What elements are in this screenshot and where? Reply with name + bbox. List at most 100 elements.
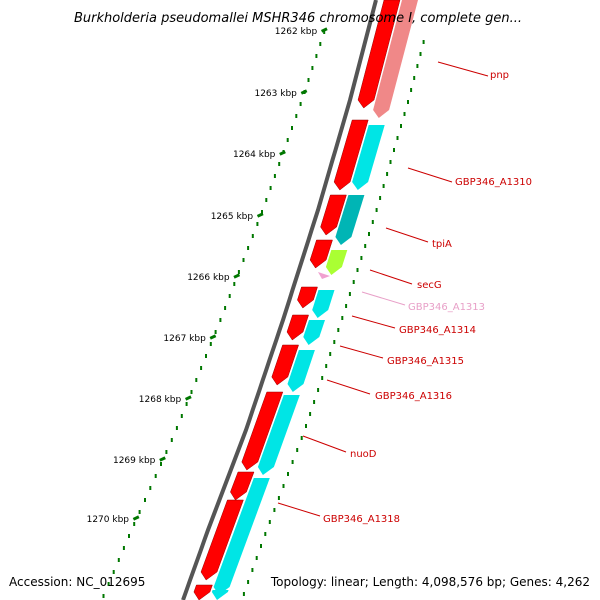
ruler-dot (200, 366, 203, 370)
gene-callout-line (437, 61, 489, 77)
gene-label: nuoD (350, 449, 377, 460)
feature-track-dot (242, 592, 245, 596)
ruler-tick-label: 1265 kbp (211, 212, 254, 222)
feature-track-dot (296, 448, 299, 452)
gene-label: pnp (490, 70, 509, 81)
ruler-dot (311, 66, 314, 70)
ruler-tick-label: 1263 kbp (254, 89, 297, 99)
ruler-dot (247, 246, 250, 250)
ruler-dot (154, 474, 157, 478)
feature-track-dot (341, 316, 344, 320)
ruler-dot (190, 390, 193, 394)
gene-callout-line (369, 269, 413, 285)
gene-feature (333, 119, 369, 191)
ruler-dot (102, 594, 105, 598)
feature-track-dot (375, 208, 378, 212)
ruler-track (102, 30, 425, 598)
ruler-dot (228, 294, 231, 298)
gene-callouts: pnp GBP346_A1310 tpiA secG GBP346_A1313 GBP34… (277, 61, 532, 525)
feature-track-dot (260, 544, 262, 548)
ruler-dot (315, 54, 318, 58)
ruler-tick-label: 1266 kbp (187, 273, 230, 283)
ruler-dot (175, 426, 178, 430)
gene-callout-line (361, 291, 406, 306)
accession-label: Accession: NC_012695 (9, 575, 145, 589)
ruler-dot (261, 210, 263, 214)
gene-label: GBP346_A1318 (323, 514, 400, 525)
feature-track-dot (309, 412, 312, 416)
gene-feature (257, 395, 300, 475)
feature-track-dot (337, 328, 340, 332)
ruler-dot (160, 462, 162, 466)
ruler-tick-mark (159, 456, 166, 462)
ruler-dot (170, 438, 173, 442)
feature-track-dot (251, 568, 254, 572)
feature-track-dot (393, 148, 395, 152)
feature-track-dot (416, 64, 419, 68)
ruler-tick-label: 1264 kbp (233, 150, 276, 160)
gene-feature-small (318, 272, 330, 279)
gene-label: GBP346_A1313 (408, 302, 485, 313)
ruler-tick-mark (132, 515, 140, 521)
ruler-tick-label: 1267 kbp (163, 334, 206, 344)
backbone-track (181, 0, 378, 600)
feature-track-dot (396, 136, 399, 140)
feature-track-dot (300, 436, 303, 440)
ruler-dot (205, 354, 207, 358)
feature-tracks (193, 0, 418, 600)
ruler-dot (251, 234, 254, 238)
ruler-dot (273, 174, 276, 178)
feature-track-dot (321, 376, 324, 380)
feature-track-dot (386, 172, 389, 176)
ruler-dot (180, 414, 183, 418)
ruler-dot (107, 582, 110, 586)
ruler-tick-mark (320, 27, 328, 33)
gene-label: GBP346_A1314 (399, 325, 476, 336)
gene-feature (213, 478, 270, 595)
gene-label: tpiA (432, 239, 452, 250)
feature-track-dot (313, 400, 316, 404)
ruler-dot (307, 78, 310, 82)
feature-track-dot (356, 268, 359, 272)
gene-feature (312, 290, 335, 318)
feature-track-dot (264, 532, 267, 536)
feature-track-dot (360, 256, 363, 260)
ruler-tick-mark (209, 334, 217, 340)
feature-track-dot (379, 196, 382, 200)
feature-track-dot (277, 496, 280, 500)
ruler-dot (165, 450, 168, 454)
feature-track-dot (305, 424, 307, 428)
feature-track-dot (422, 40, 425, 44)
gene-feature (320, 194, 347, 236)
ruler-dot (242, 258, 245, 262)
gene-callout-line (407, 167, 453, 183)
gene-feature (325, 250, 348, 275)
feature-track-dot (419, 52, 422, 56)
feature-track-dot (382, 184, 385, 188)
ruler-dot (112, 570, 115, 574)
feature-track-dot (400, 124, 402, 128)
ruler-dot (117, 558, 120, 562)
feature-track-dot (268, 520, 271, 524)
gene-feature (309, 239, 333, 269)
ruler-dot (128, 534, 130, 538)
gene-feature (193, 584, 213, 600)
feature-track-dot (364, 244, 367, 248)
feature-track-dot (389, 160, 392, 164)
feature-track-dot (325, 364, 328, 368)
ruler-dot (138, 510, 141, 514)
ruler-tick-mark (184, 395, 192, 401)
feature-track-dot (282, 484, 285, 488)
ruler-dot (319, 42, 322, 46)
feature-track-dot (329, 352, 332, 356)
gene-feature (287, 350, 315, 392)
gene-label: GBP346_A1316 (375, 391, 452, 402)
gene-callout-line (326, 379, 371, 395)
ruler-dot (265, 198, 268, 202)
ruler-ticks: 1262 kbp 1263 kbp 1264 kbp 1265 kbp 1266 kbp… (87, 27, 328, 525)
gene-callout-line (277, 502, 321, 517)
feature-track-dot (273, 508, 276, 512)
feature-track-dot (255, 556, 258, 560)
ruler-tick-mark (233, 273, 241, 279)
feature-track-dot (403, 112, 406, 116)
